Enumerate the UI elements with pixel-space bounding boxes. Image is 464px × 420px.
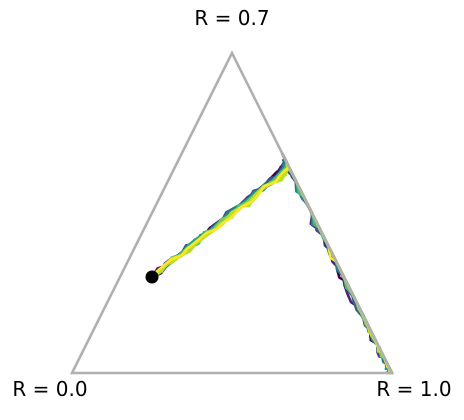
trajectory-line	[150, 156, 394, 375]
trajectory-line	[150, 152, 394, 375]
trajectory-line	[150, 160, 394, 375]
trajectory-line	[150, 159, 394, 375]
trajectory-line	[150, 159, 394, 375]
trajectory-line	[150, 155, 394, 375]
vertex-label-bottom-right: R = 1.0	[376, 377, 451, 401]
trajectory-line	[150, 159, 394, 375]
trajectory-series	[150, 152, 394, 375]
trajectory-line	[150, 159, 394, 375]
trajectory-line	[150, 159, 394, 375]
vertex-label-bottom-left: R = 0.0	[12, 377, 87, 401]
trajectory-line	[150, 157, 394, 375]
trajectory-line	[150, 159, 394, 375]
trajectory-line	[150, 157, 394, 375]
trajectory-line	[150, 154, 394, 375]
trajectory-line	[150, 156, 394, 375]
start-point-marker	[145, 270, 159, 284]
trajectory-line	[150, 153, 394, 375]
simplex-triangle	[69, 50, 395, 375]
vertex-label-top: R = 0.7	[194, 6, 269, 30]
trajectory-line	[150, 158, 394, 375]
